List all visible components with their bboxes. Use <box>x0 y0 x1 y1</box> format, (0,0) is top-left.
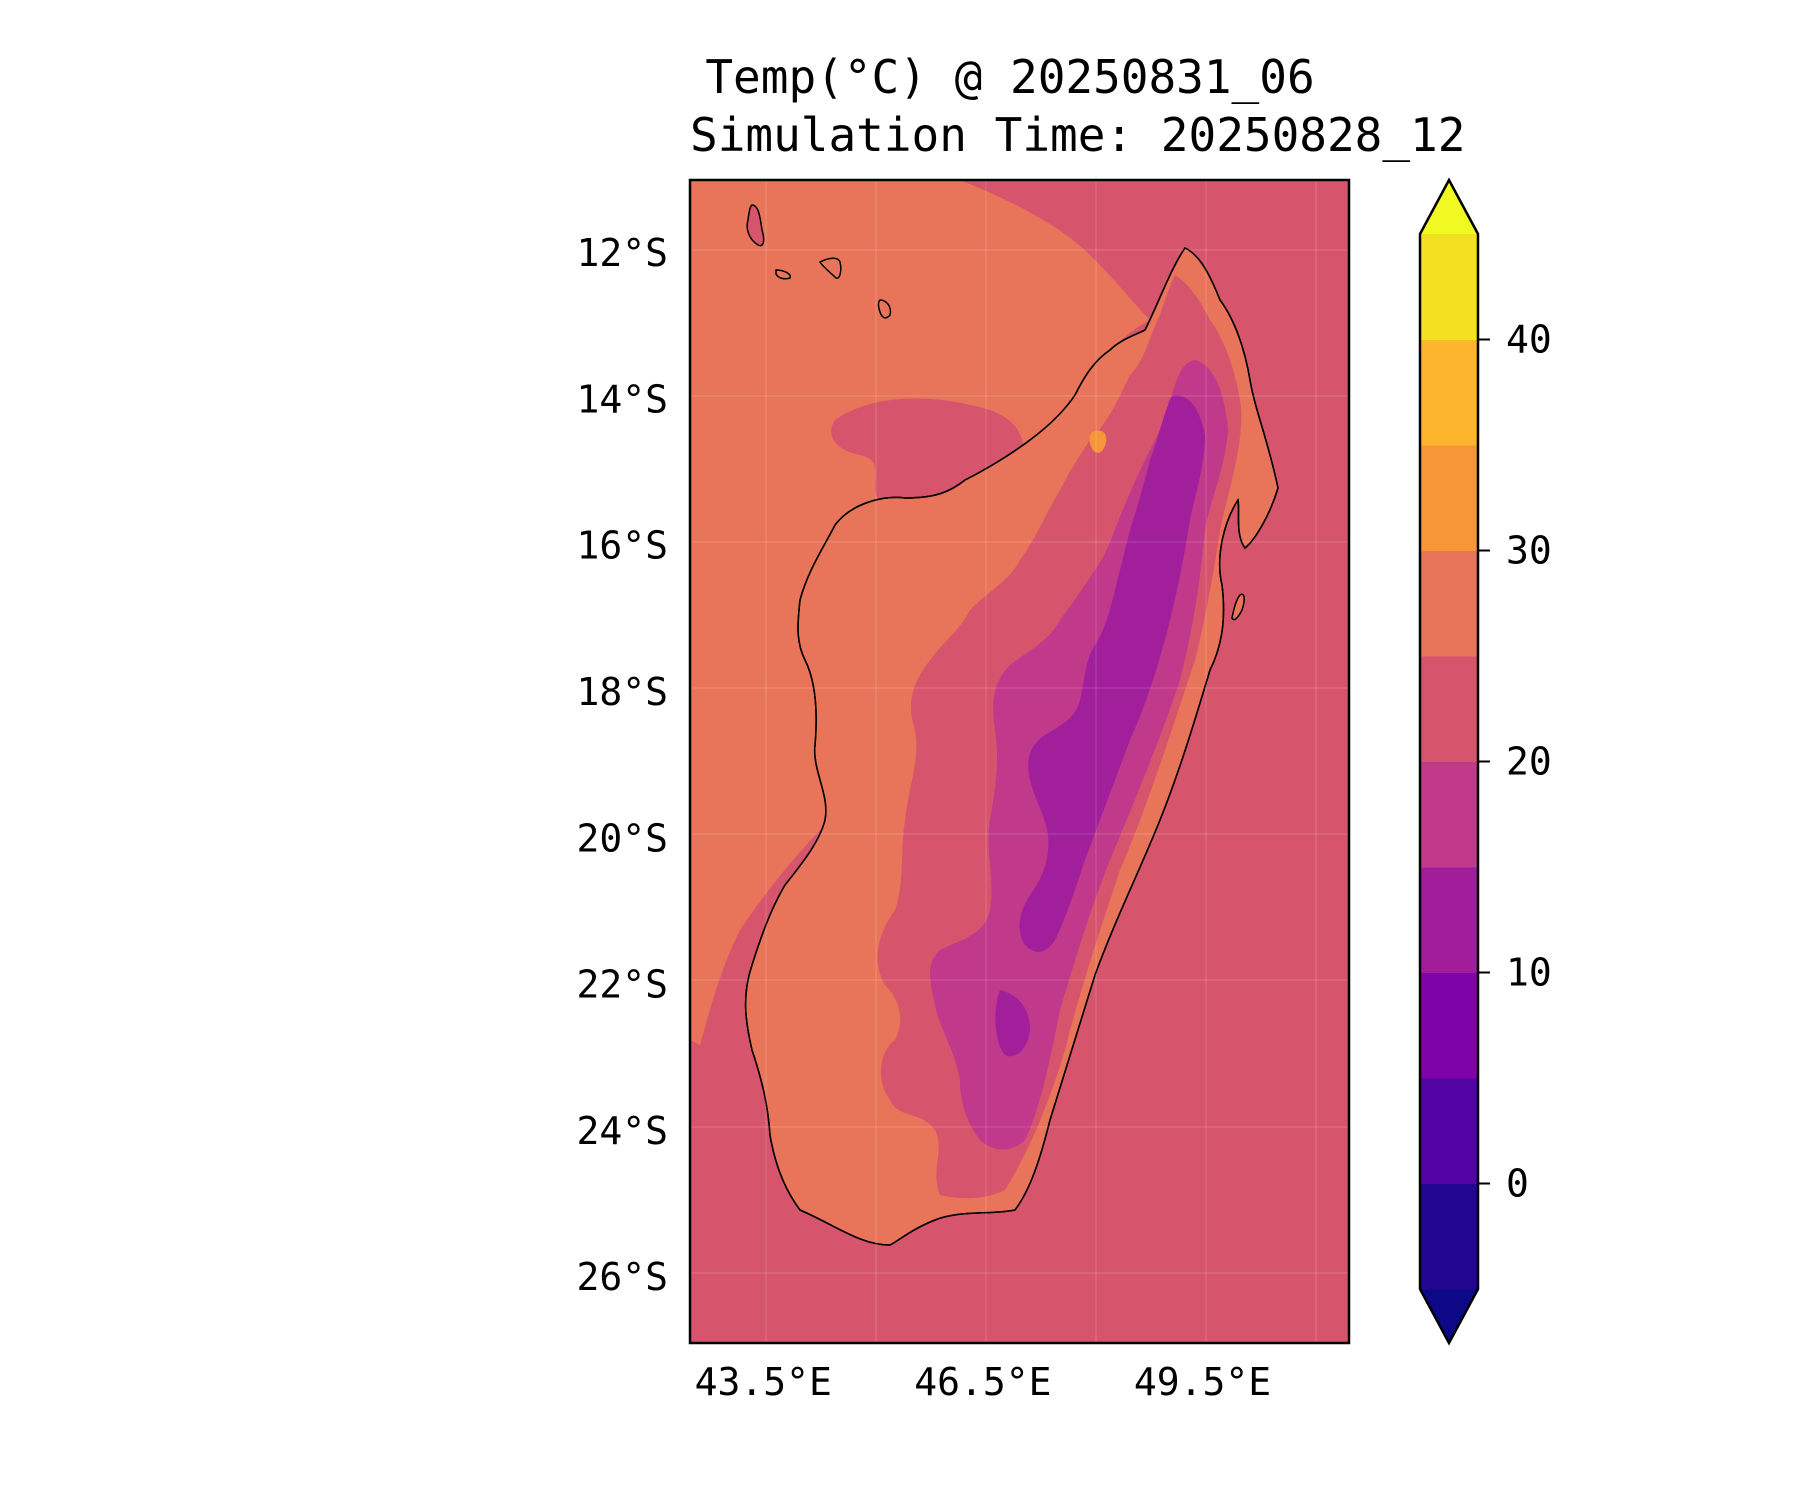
map-frame <box>688 178 1351 1345</box>
lat-tick-label: 26°S <box>576 1255 668 1299</box>
lat-tick-label: 18°S <box>576 670 668 714</box>
lat-tick-label: 24°S <box>576 1109 668 1153</box>
colorbar-segment <box>1420 972 1478 1079</box>
map-area <box>690 180 1349 1343</box>
colorbar-tick-label: 0 <box>1506 1162 1529 1206</box>
lon-tick-label: 49.5°E <box>1134 1360 1271 1404</box>
colorbar-segment <box>1420 234 1478 340</box>
colorbar-under-arrow <box>1420 1289 1478 1343</box>
colorbar-segment <box>1420 445 1478 551</box>
colorbar: 0 10 20 30 40 <box>1418 177 1552 1346</box>
comoros-island-1 <box>746 204 765 247</box>
lat-tick-label: 14°S <box>576 377 668 421</box>
madagascar-island <box>744 247 1279 1246</box>
lat-tick-label: 22°S <box>576 963 668 1007</box>
colorbar-tick-label: 30 <box>1506 529 1552 573</box>
colorbar-segment <box>1420 656 1478 762</box>
lon-tick-label: 46.5°E <box>914 1360 1051 1404</box>
lat-tick-label: 12°S <box>576 231 668 275</box>
colorbar-segment <box>1420 867 1478 973</box>
latitude-axis: 12°S 14°S 16°S 18°S 20°S 22°S 24°S 26°S <box>576 231 668 1299</box>
title-line-2: Simulation Time: 20250828_12 <box>690 108 1466 162</box>
warm-sea-band <box>690 180 1150 1045</box>
colorbar-segment <box>1420 1078 1478 1184</box>
comoros-island-3 <box>818 257 842 279</box>
land-10-15-zone-south <box>995 990 1030 1057</box>
longitude-axis: 43.5°E 46.5°E 49.5°E <box>695 1360 1272 1404</box>
sainte-marie-island <box>1231 593 1245 621</box>
colorbar-segment <box>1420 339 1478 446</box>
colorbar-segment <box>1420 761 1478 868</box>
lon-tick-label: 43.5°E <box>695 1360 832 1404</box>
colorbar-segment <box>1420 1183 1478 1290</box>
colorbar-segment <box>1420 550 1478 657</box>
comoros-island-2 <box>775 269 792 280</box>
colorbar-tick-label: 20 <box>1506 740 1552 784</box>
coastline <box>744 247 1279 1246</box>
lat-tick-label: 20°S <box>576 816 668 860</box>
title-line-1: Temp(°C) @ 20250831_06 <box>705 50 1315 104</box>
colorbar-outline <box>1418 177 1480 1346</box>
colorbar-over-arrow <box>1420 180 1478 234</box>
lat-tick-label: 16°S <box>576 524 668 568</box>
colorbar-tick-label: 40 <box>1506 318 1552 362</box>
chart-title: Temp(°C) @ 20250831_06 Simulation Time: … <box>690 48 1465 164</box>
land-10-15-zone <box>1019 395 1205 952</box>
northwest-hot-spot <box>1089 430 1107 453</box>
gridlines <box>690 180 1349 1343</box>
mayotte-island <box>877 299 892 319</box>
colorbar-tick-label: 10 <box>1506 951 1552 995</box>
